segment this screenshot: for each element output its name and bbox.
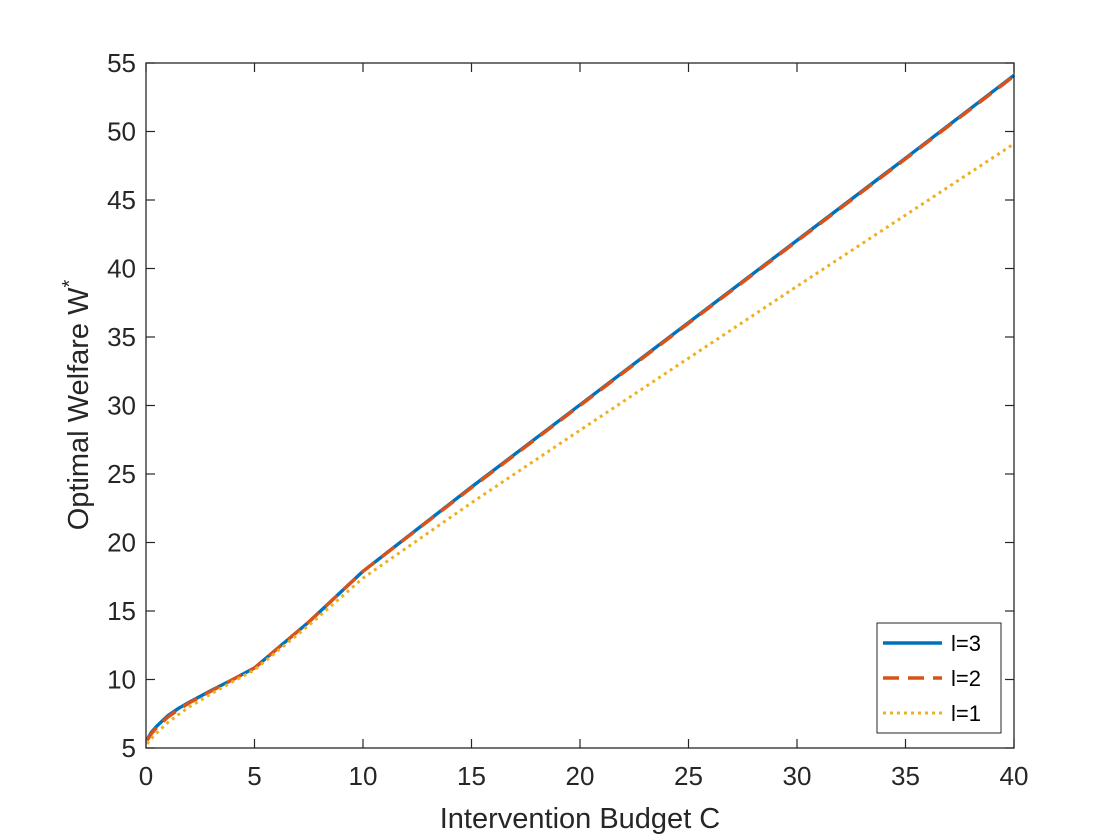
x-tick-label: 25 [674,761,703,791]
y-tick-label: 30 [107,391,136,421]
y-tick-label: 10 [107,665,136,695]
series-line-l-1 [145,142,1015,745]
x-tick-label: 10 [349,761,378,791]
y-tick-label: 25 [107,459,136,489]
series-layer [145,73,1016,745]
legend-label: l=2 [951,666,981,691]
x-axis-label: Intervention Budget C [440,803,721,835]
x-tick-label: 20 [566,761,595,791]
x-tick-label: 40 [1000,761,1029,791]
legend-label: l=3 [951,631,981,656]
x-tick-label: 30 [783,761,812,791]
y-axis-label-group: Optimal Welfare W* [59,280,95,531]
y-tick-label: 45 [107,185,136,215]
legend-entries: l=3 l=2 l=1 [883,631,981,726]
x-tick-label: 5 [247,761,261,791]
y-axis-label-text: Optimal Welfare W [63,287,95,530]
x-tick-label: 35 [891,761,920,791]
y-tick-label: 50 [107,117,136,147]
y-tick-label: 5 [122,733,136,763]
y-tick-label: 20 [107,528,136,558]
y-tick-label: 40 [107,254,136,284]
y-axis-label: Optimal Welfare W* [59,280,95,531]
series-line-l-2 [145,74,1016,742]
y-tick-label: 15 [107,596,136,626]
y-tick-label: 35 [107,322,136,352]
ticks-layer [145,62,1015,749]
x-tick-label: 15 [457,761,486,791]
legend-label: l=1 [951,701,981,726]
x-tick-label: 0 [139,761,153,791]
legend: l=3 l=2 l=1 [876,622,1002,734]
y-axis-label-superscript: * [59,280,81,288]
y-tick-label: 55 [107,48,136,78]
